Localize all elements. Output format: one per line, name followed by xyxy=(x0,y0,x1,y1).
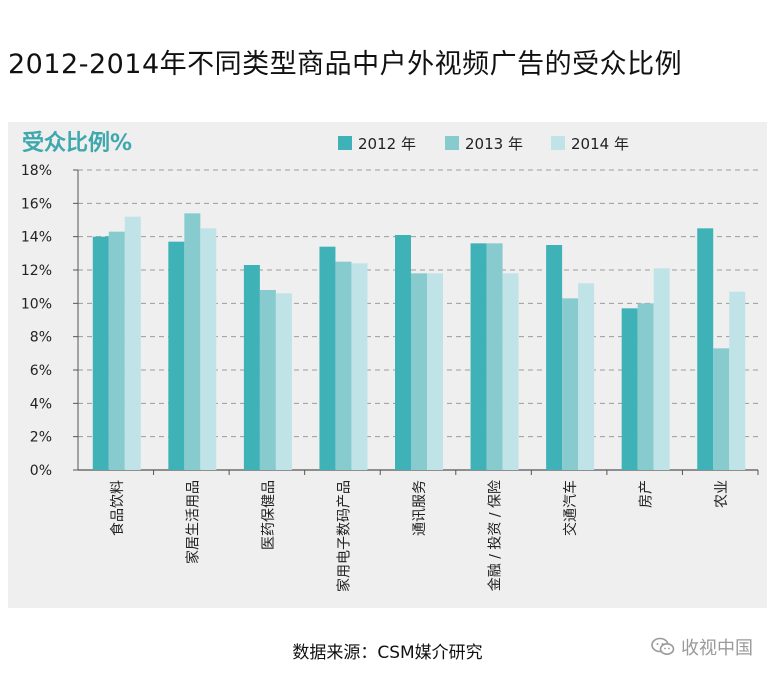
bar xyxy=(168,241,185,470)
x-tick-label: 医药保健品 xyxy=(261,480,277,550)
y-tick-label: 10% xyxy=(21,296,52,312)
bar xyxy=(200,228,217,470)
y-axis-label: 受众比例% xyxy=(22,130,132,156)
bar xyxy=(470,243,487,470)
bar xyxy=(124,216,141,470)
bar xyxy=(502,273,519,470)
bar xyxy=(184,213,201,470)
y-tick-label: 12% xyxy=(21,263,52,279)
page-title: 2012-2014年不同类型商品中户外视频广告的受众比例 xyxy=(8,49,683,80)
bar xyxy=(697,228,714,470)
bar-chart: 受众比例% 0% 2% 4% 6% 8% 10% 12% 14% 16% 18% 食品饮料 家居生活用品… xyxy=(21,130,759,592)
y-tick-label: 14% xyxy=(21,230,52,246)
bar xyxy=(578,283,595,470)
legend-label: 2013 年 xyxy=(465,135,523,153)
bar xyxy=(729,291,746,470)
bar xyxy=(351,263,368,470)
legend-swatch xyxy=(551,136,565,150)
bar xyxy=(486,243,503,470)
x-tick-label: 农业 xyxy=(714,480,730,508)
legend-swatch xyxy=(445,136,459,150)
bar xyxy=(546,245,563,470)
bar xyxy=(243,265,260,470)
y-tick-label: 8% xyxy=(30,330,52,346)
bar xyxy=(108,231,125,470)
x-tick-label: 家居生活用品 xyxy=(184,480,201,564)
y-tick-label: 4% xyxy=(30,396,52,412)
x-tick-label: 食品饮料 xyxy=(109,480,126,536)
x-tick-label: 房产 xyxy=(639,480,655,508)
legend-swatch xyxy=(338,136,352,150)
bar xyxy=(92,236,109,470)
bar xyxy=(335,261,352,470)
bar xyxy=(427,273,443,470)
wechat-icon xyxy=(651,637,675,657)
bar xyxy=(713,348,730,470)
x-tick-label: 通讯服务 xyxy=(412,480,428,536)
bar xyxy=(259,290,276,470)
legend-label: 2014 年 xyxy=(571,135,629,153)
bar xyxy=(275,293,292,470)
bar xyxy=(319,246,336,470)
bar xyxy=(653,268,670,470)
bar xyxy=(621,308,638,470)
legend-label: 2012 年 xyxy=(358,135,416,153)
watermark: 收视中国 xyxy=(651,634,753,660)
y-tick-label: 6% xyxy=(30,363,52,379)
x-tick-label: 交通汽车 xyxy=(562,480,579,536)
y-tick-label: 2% xyxy=(30,430,52,446)
bar xyxy=(411,273,427,470)
x-tick-label: 家用电子数码产品 xyxy=(335,480,352,592)
source-note: 数据来源：CSM媒介研究 xyxy=(292,643,483,663)
chart-panel: 受众比例% 0% 2% 4% 6% 8% 10% 12% 14% 16% 18% 食品饮料 家居生活用品… xyxy=(8,122,767,608)
y-tick-label: 0% xyxy=(30,463,52,479)
y-tick-label: 18% xyxy=(21,163,52,179)
bar xyxy=(395,235,411,470)
bar xyxy=(637,303,654,470)
bar xyxy=(562,298,579,470)
watermark-text: 收视中国 xyxy=(681,638,753,659)
x-tick-label: 金融 / 投资 / 保险 xyxy=(488,480,504,591)
y-tick-label: 16% xyxy=(21,196,52,212)
